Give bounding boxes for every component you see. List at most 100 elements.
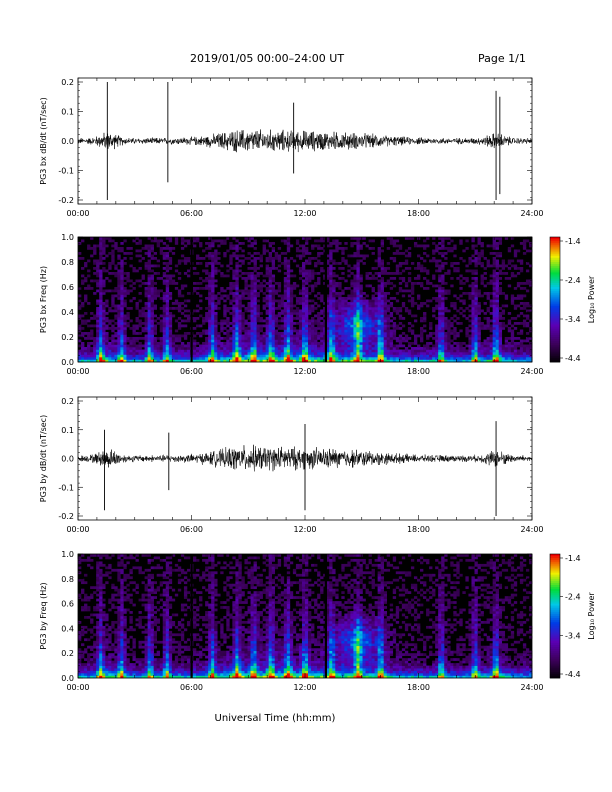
spectrogram-cell (280, 252, 285, 255)
spectrogram-cell (459, 299, 463, 303)
spectrogram-cell (99, 284, 103, 288)
spectrogram-cell (162, 359, 167, 363)
spectrogram-cell (111, 352, 115, 355)
spectrogram-cell (301, 292, 306, 295)
x-tick-label: 06:00 (180, 209, 203, 218)
spectrogram-cell (286, 332, 291, 335)
spectrogram-cell (301, 287, 306, 290)
spectrogram-cell (223, 332, 227, 335)
spectrogram-cell (280, 319, 285, 323)
spectrogram-cell (474, 319, 478, 323)
spectrogram-cell (87, 332, 91, 335)
spectrogram-cell (235, 307, 239, 310)
spectrogram-cell (450, 277, 454, 280)
spectrogram-cell (211, 322, 215, 325)
spectrogram-cell (507, 329, 512, 333)
spectrogram-cell (286, 314, 291, 318)
spectrogram-cell (250, 244, 254, 248)
spectrogram-cell (525, 349, 530, 353)
spectrogram-cell (474, 342, 478, 345)
spectrogram-cell (492, 277, 496, 280)
spectrogram-cell (519, 287, 524, 290)
spectrogram-cell (150, 317, 154, 320)
spectrogram-cell (374, 309, 378, 313)
spectrogram-cell (510, 359, 515, 363)
spectrogram-cell (280, 359, 285, 363)
spectrogram-cell (301, 342, 306, 345)
spectrogram-cell (253, 339, 257, 343)
spectrogram-cell (435, 354, 439, 358)
spectrogram-cell (474, 312, 478, 315)
spectrogram-cell (78, 357, 82, 360)
spectrogram-cell (150, 359, 154, 363)
spectrogram-cell (93, 249, 97, 253)
spectrogram-cell (435, 327, 439, 330)
spectrogram-cell (280, 357, 285, 360)
spectrogram-cell (211, 302, 215, 305)
spectrogram-cell (229, 322, 233, 325)
spectrogram-cell (329, 344, 333, 348)
spectrogram-cell (326, 237, 330, 240)
spectrogram-cell (168, 237, 173, 240)
spectrogram-cell (483, 349, 487, 353)
spectrogram-cell (335, 284, 339, 288)
spectrogram-cell (480, 252, 484, 255)
spectrogram-cell (114, 309, 118, 313)
spectrogram-cell (495, 337, 500, 340)
spectrogram-cell (229, 349, 233, 353)
spectrogram-cell (93, 279, 97, 283)
spectrogram-cell (211, 282, 215, 285)
spectrogram-cell (468, 269, 472, 273)
spectrogram-cell (144, 349, 148, 353)
spectrogram-cell (362, 317, 366, 320)
spectrogram-cell (220, 319, 224, 323)
spectrogram-cell (174, 354, 179, 358)
spectrogram-cell (389, 334, 394, 338)
spectrogram-cell (162, 307, 167, 310)
spectrogram-cell (383, 272, 388, 275)
spectrogram-cell (232, 322, 236, 325)
spectrogram-cell (105, 254, 109, 258)
spectrogram-cell (471, 312, 475, 315)
spectrogram-cell (326, 299, 330, 303)
spectrogram-cell (90, 332, 94, 335)
spectrogram-cell (289, 359, 294, 363)
spectrogram-cell (447, 249, 451, 253)
spectrogram-cell (371, 339, 375, 343)
spectrogram-cell (208, 242, 212, 245)
spectrogram-cell (153, 354, 157, 358)
spectrogram-cell (329, 312, 333, 315)
spectrogram-cell (147, 279, 151, 283)
spectrogram-cell (277, 282, 282, 285)
spectrogram-cell (522, 282, 527, 285)
spectrogram-cell (277, 344, 282, 348)
spectrogram-cell (238, 297, 242, 300)
spectrogram-cell (238, 302, 242, 305)
spectrogram-cell (447, 327, 451, 330)
spectrogram-cell (265, 264, 269, 268)
spectrogram-cell (153, 304, 157, 308)
spectrogram-cell (265, 349, 269, 353)
spectrogram-cell (335, 357, 339, 360)
spectrogram-cell (398, 357, 403, 360)
spectrogram-cell (356, 262, 360, 265)
spectrogram-cell (462, 277, 466, 280)
spectrogram-cell (78, 668, 82, 671)
spectrogram-cell (96, 309, 100, 313)
spectrogram-cell (232, 294, 236, 298)
spectrogram-cell (123, 352, 127, 355)
spectrogram-cell (129, 327, 133, 330)
spectrogram-cell (277, 247, 282, 250)
spectrogram-cell (522, 322, 527, 325)
spectrogram-cell (120, 299, 124, 303)
spectrogram-cell (208, 327, 212, 330)
spectrogram-cell (277, 257, 282, 260)
spectrogram-cell (78, 252, 82, 255)
spectrogram-cell (465, 349, 469, 353)
spectrogram-cell (468, 259, 472, 263)
spectrogram-cell (420, 302, 424, 305)
spectrogram-cell (338, 309, 342, 313)
spectrogram-cell (90, 349, 94, 353)
spectrogram-cell (129, 299, 133, 303)
spectrogram-cell (235, 279, 239, 283)
